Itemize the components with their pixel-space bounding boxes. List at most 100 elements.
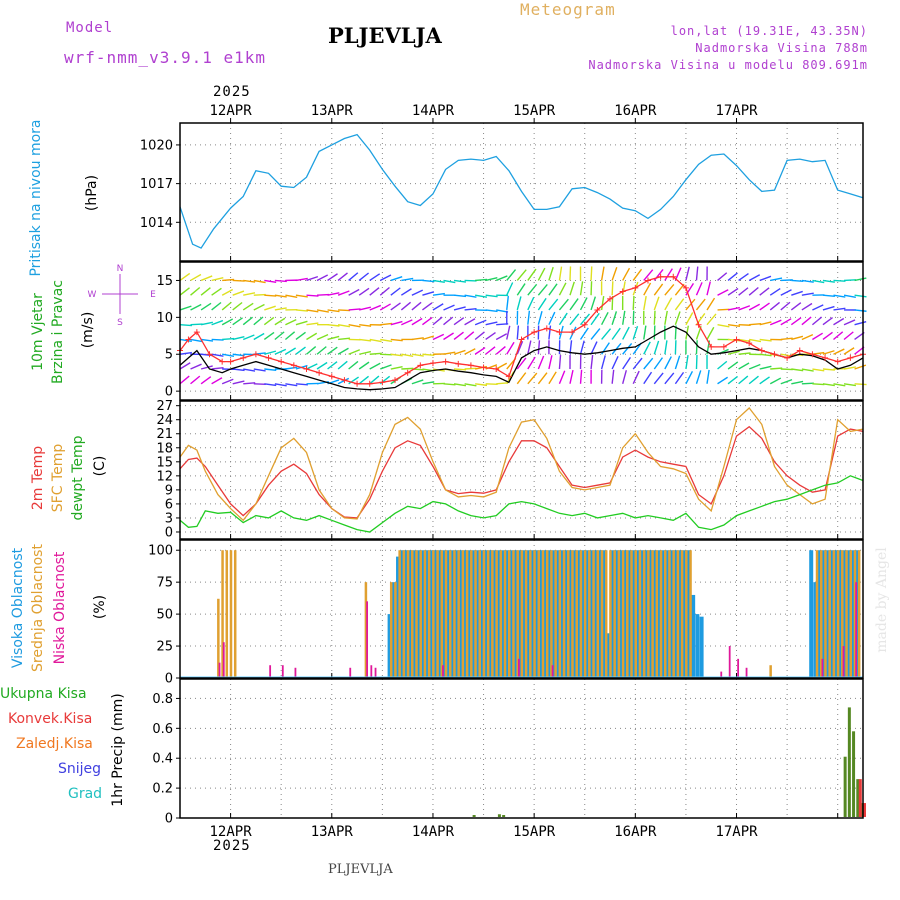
bottom-day-label: 16APR [614,824,657,840]
wind-arrow [854,277,867,282]
cloud-bar-high [568,550,573,677]
wind-arrow [253,303,265,311]
wind-arrow [211,377,223,385]
wind-arrow [822,383,835,387]
gust-marker [746,340,753,347]
cloud-bar-high [480,550,485,677]
wind-arrow [780,301,791,311]
wind-arrow [558,266,563,281]
wind-arrow [801,382,814,385]
gust-marker [771,351,778,358]
wind-arrow [653,283,664,296]
wind-arrow [327,324,340,327]
wind-arrow [695,354,698,370]
wind-arrow [179,272,191,282]
wind-arrow [379,274,392,282]
cloud-bar-high [501,550,506,677]
wind-arrow [674,283,685,296]
wind-arrow [474,319,487,326]
wind-arrow [791,368,804,372]
wind-arrow [548,355,553,370]
wind-arrow [432,316,443,326]
cloud-bar-high [602,550,607,677]
cloud-bar-mid [436,550,439,677]
wind-arrow [632,325,639,340]
ytick-label-temperature: 12 [156,469,173,484]
wind-arrow [717,376,729,385]
wind-arrow [200,338,214,342]
gust-marker [822,354,829,361]
wind-arrow [812,368,825,372]
wind-arrow [695,298,706,311]
cloud-bar-mid [520,550,524,677]
wind-arrow [622,267,631,281]
wind-arrow [558,370,566,385]
wind-arrow [464,348,476,355]
wind-arrow [653,372,664,385]
wind-arrow [843,279,857,282]
wind-arrow [749,338,762,343]
wind-arrow [674,267,682,281]
ytick-label-precip: 0.2 [152,782,173,797]
cloud-bar-high [821,550,826,677]
wind-arrow [432,303,444,311]
wind-arrow [379,303,391,311]
model-elevation-text: Nadmorska Visina u modelu 809.691m [588,58,868,72]
wind-arrow [770,277,783,282]
wind-arrow [822,368,835,371]
wind-arrow [274,383,287,387]
wind-arrow [348,288,360,296]
wind-arrow [274,331,285,341]
wind-arrow [211,277,224,282]
cloud-bar-high [514,550,519,677]
cloud-bar-mid [499,550,503,677]
wind-arrow [579,281,584,296]
wind-arrow [822,305,835,311]
cloud-bar-mid [554,550,557,677]
wind-arrow [264,294,277,297]
gust-marker [429,360,436,367]
series-line-pressure-0 [179,133,864,249]
gust-marker [341,377,348,384]
lonlat-text: lon,lat (19.31E, 43.35N) [670,24,868,38]
wind-arrow [801,302,813,311]
wind-arrow [475,383,488,387]
gust-marker [206,351,213,358]
wind-arrow [717,360,728,370]
cloud-bar-high [488,550,493,677]
gust-marker [670,273,677,280]
cloud-bar-high [648,550,653,677]
wind-arrow [243,279,256,283]
wind-arrow [464,307,477,311]
wind-arrow [453,279,467,283]
wind-arrow [748,375,759,385]
cloud-bar-high [535,550,540,677]
cloud-bar-high [813,582,818,677]
gust-marker [328,373,335,380]
wind-arrow [738,352,751,355]
cloud-bar-low [745,667,748,677]
wind-arrow [537,372,548,385]
wind-arrow [359,350,372,355]
wind-arrow [854,364,867,370]
wind-arrow [791,290,803,296]
top-year-label: 2025 [213,84,251,100]
cloud-bar-mid [845,550,848,677]
legend-freezing-rain: Zaledj.Kisa [16,736,93,752]
wind-arrow [717,272,728,281]
wind-arrow [769,287,781,296]
cloud-bar-low [551,665,554,677]
wind-arrow [274,317,286,326]
cloud-bar-mid [588,550,591,677]
wind-arrow [790,302,802,311]
legend-convective-rain: Konvek.Kisa [8,711,93,727]
wind-arrow [380,322,393,326]
wind-arrow [643,282,652,296]
gust-marker [240,354,247,361]
wind-arrow [738,338,751,343]
cloud-bar-high [455,550,460,677]
wind-arrow [748,286,759,296]
wind-arrow [369,375,380,385]
wind-arrow [211,319,224,326]
wind-arrow [643,341,651,355]
